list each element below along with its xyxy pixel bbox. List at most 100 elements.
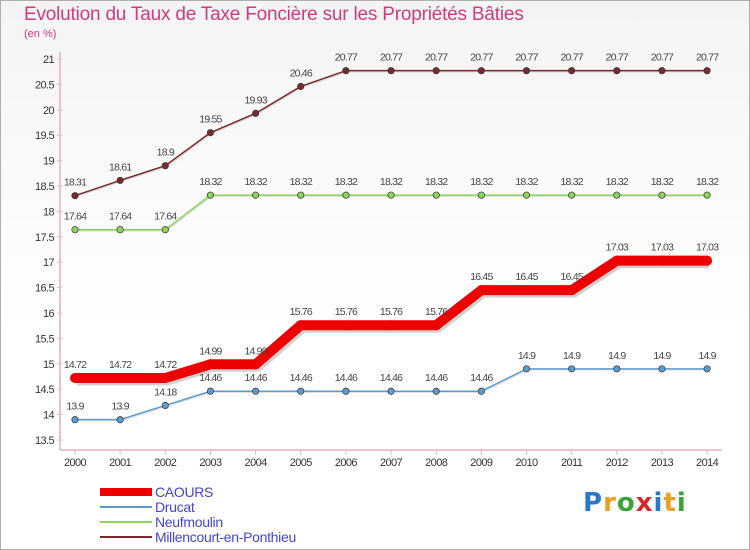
data-label: 13.9 (66, 401, 84, 413)
data-point (250, 359, 261, 370)
data-label: 20.77 (515, 52, 538, 64)
proxiti-logo: Proxiti (583, 488, 687, 518)
data-label: 18.32 (244, 176, 267, 188)
y-tick-label: 18 (43, 206, 55, 218)
series-neufmoulin: 17.64 17.64 17.64 18.32 18.32 18.32 18.32 18.32… (64, 176, 720, 234)
data-label: 14.9 (563, 350, 581, 362)
data-label: 20.46 (290, 67, 313, 79)
data-point (71, 226, 79, 234)
data-point (656, 255, 667, 266)
data-label: 16.45 (561, 271, 584, 283)
data-label: 15.76 (290, 306, 313, 318)
data-point (613, 191, 621, 199)
data-label: 18.32 (380, 176, 403, 188)
data-point (70, 373, 80, 384)
data-label: 20.77 (696, 52, 719, 64)
data-point (521, 285, 532, 296)
data-label: 18.32 (696, 176, 719, 188)
data-point (387, 191, 395, 199)
data-point (658, 191, 666, 199)
y-tick-label: 19 (43, 156, 55, 168)
data-label: 17.64 (109, 211, 132, 223)
data-label: 18.32 (199, 176, 222, 188)
data-point (252, 109, 260, 117)
y-tick-label: 19.5 (35, 130, 54, 142)
data-label: 15.76 (335, 306, 358, 318)
data-label: 14.9 (698, 350, 716, 362)
data-point (340, 320, 351, 331)
y-tick-label: 18.5 (35, 181, 54, 193)
data-label: 20.77 (335, 52, 358, 64)
data-point (71, 192, 79, 200)
data-label: 14.46 (244, 372, 267, 384)
legend-label: CAOURS (155, 484, 213, 500)
data-label: 18.32 (515, 176, 538, 188)
legend-label: Drucat (155, 499, 195, 515)
legend-label: Neufmoulin (155, 514, 223, 530)
series-layer: 18.31 18.61 18.9 19.55 19.93 20.46 20.77 20.77 2… (64, 52, 720, 424)
data-point (703, 67, 711, 75)
data-point (432, 67, 440, 75)
data-point (703, 365, 711, 373)
data-point (477, 191, 485, 199)
data-label: 14.9 (518, 350, 536, 362)
x-tick-label: 2006 (335, 457, 358, 469)
data-label: 14.72 (64, 359, 87, 371)
data-label: 18.32 (470, 176, 493, 188)
data-label: 15.76 (380, 306, 403, 318)
x-tick-label: 2011 (561, 457, 583, 469)
data-label: 14.46 (470, 372, 493, 384)
data-point (115, 373, 126, 384)
y-tick-label: 14.5 (35, 384, 54, 396)
data-label: 20.77 (470, 52, 493, 64)
legend-label: Millencourt-en-Ponthieu (155, 529, 296, 545)
data-label: 14.46 (425, 372, 448, 384)
x-tick-label: 2007 (380, 457, 403, 469)
chart-title: Evolution du Taux de Taxe Foncière sur l… (24, 4, 524, 25)
data-point (387, 387, 395, 395)
unit-label: (en %) (24, 28, 57, 40)
y-tick-label: 15 (43, 359, 55, 371)
y-tick-label: 21 (43, 54, 55, 66)
y-tick-label: 17.5 (35, 232, 54, 244)
data-label: 20.77 (561, 52, 584, 64)
x-tick-label: 2010 (515, 457, 538, 469)
x-tick-label: 2014 (696, 457, 719, 469)
y-tick-label: 13.5 (35, 435, 54, 447)
x-tick-label: 2012 (606, 457, 629, 469)
data-label: 18.32 (290, 176, 313, 188)
data-label: 18.32 (606, 176, 629, 188)
data-label: 18.32 (425, 176, 448, 188)
data-point (116, 226, 124, 234)
data-point (568, 191, 576, 199)
data-point (613, 67, 621, 75)
data-label: 20.77 (606, 52, 629, 64)
data-point (161, 162, 169, 170)
data-point (116, 176, 124, 184)
data-label: 20.77 (425, 52, 448, 64)
data-label: 19.93 (244, 94, 267, 106)
data-point (432, 387, 440, 395)
data-point (702, 255, 713, 266)
data-point (342, 67, 350, 75)
data-label: 17.64 (154, 211, 177, 223)
y-tick-label: 14 (43, 410, 55, 422)
data-label: 20.77 (380, 52, 403, 64)
data-label: 14.99 (199, 345, 222, 357)
data-label: 14.46 (199, 372, 222, 384)
data-label: 14.9 (653, 350, 671, 362)
data-label: 18.9 (157, 147, 175, 159)
data-point (477, 67, 485, 75)
x-tick-label: 2001 (109, 457, 132, 469)
x-tick-label: 2009 (470, 457, 493, 469)
data-label: 14.99 (244, 345, 267, 357)
data-point (613, 365, 621, 373)
data-point (295, 320, 306, 331)
data-label: 14.46 (380, 372, 403, 384)
y-tick-label: 16 (43, 308, 55, 320)
data-label: 18.32 (651, 176, 674, 188)
series-caours: 14.72 14.72 14.72 14.99 14.99 15.76 15.76 15.76… (64, 242, 720, 386)
data-point (71, 416, 79, 424)
data-point (297, 82, 305, 90)
data-label: 14.46 (290, 372, 313, 384)
